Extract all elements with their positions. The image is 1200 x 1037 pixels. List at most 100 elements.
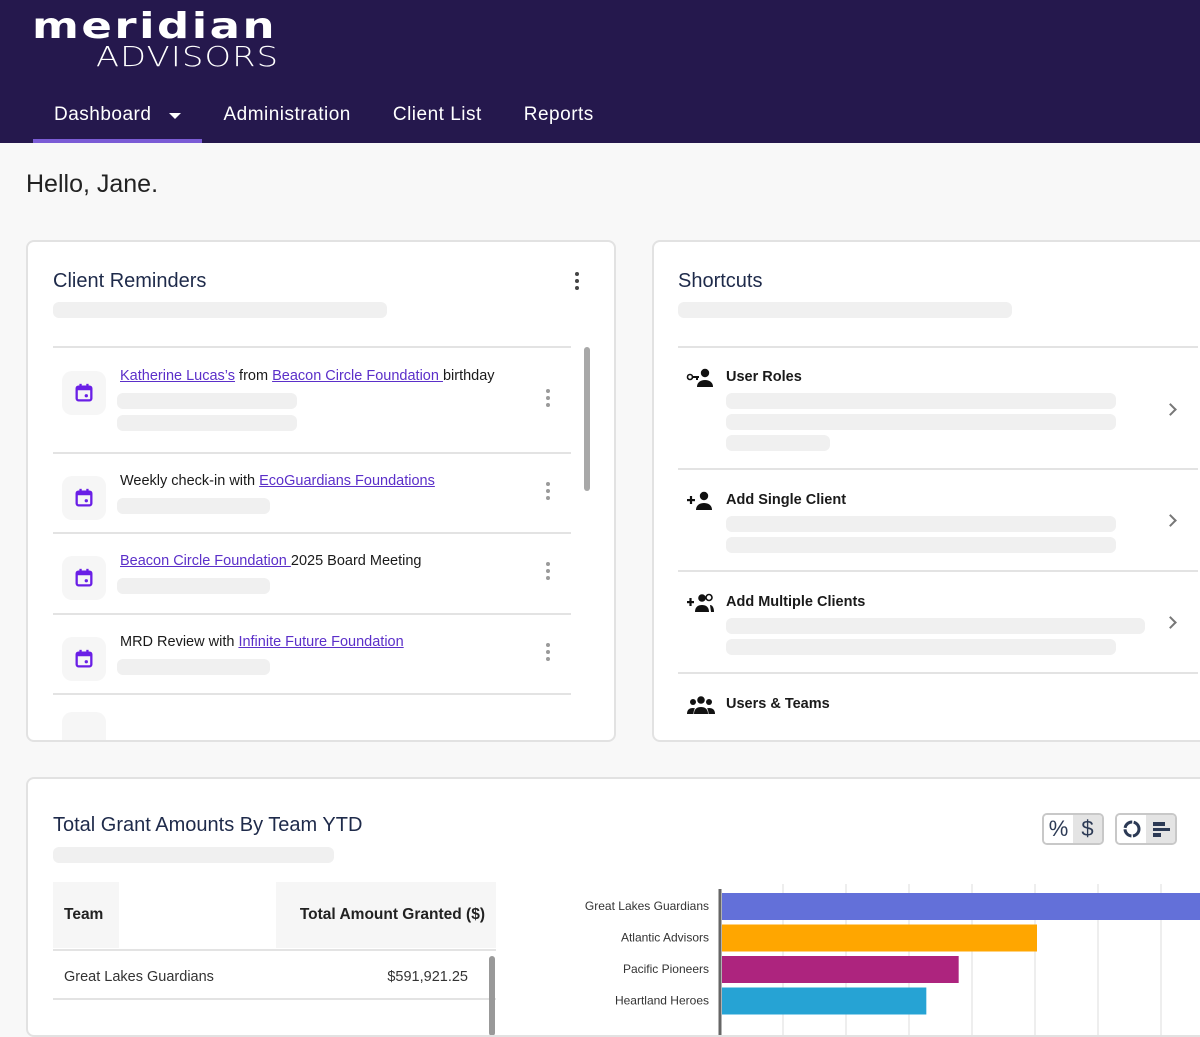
grant-bar-chart: Great Lakes Guardians Atlantic Advisors Pa…	[585, 884, 1200, 1035]
divider	[53, 532, 571, 534]
category-label: Pacific Pioneers	[623, 962, 709, 976]
reminder-link[interactable]: Beacon Circle Foundation	[272, 368, 443, 384]
bar-atlantic-advisors[interactable]	[722, 924, 1037, 952]
calendar-icon	[62, 371, 106, 415]
category-label: Atlantic Advisors	[621, 931, 709, 945]
bar-great-lakes-guardians[interactable]	[722, 893, 1200, 920]
group-icon	[686, 695, 716, 715]
reminder-text-part: 2025 Board Meeting	[290, 553, 422, 569]
divider	[53, 998, 496, 1000]
card-title: Client Reminders	[53, 270, 207, 292]
reminder-options-icon[interactable]	[546, 482, 550, 500]
caret-down-icon[interactable]	[169, 113, 182, 119]
bar-chart-icon	[1152, 822, 1170, 837]
column-header-team[interactable]: Team	[53, 882, 119, 948]
shortcuts-card: Shortcuts User Roles Add Single Client Add…	[652, 240, 1200, 742]
divider	[53, 949, 496, 951]
reminder-options-icon[interactable]	[546, 562, 550, 580]
reminder-text-part: MRD Review with	[120, 634, 239, 650]
nav-label: Dashboard	[54, 104, 152, 125]
placeholder	[726, 618, 1145, 634]
bar-heartland-heroes[interactable]	[722, 987, 927, 1015]
grant-amounts-card: Total Grant Amounts By Team YTD % $ Team…	[26, 777, 1200, 1037]
nav-dashboard[interactable]: Dashboard	[33, 96, 203, 143]
divider	[678, 468, 1198, 470]
placeholder	[726, 639, 1116, 655]
table-scrollbar[interactable]	[489, 956, 495, 1035]
column-header-amount[interactable]: Total Amount Granted ($)	[276, 882, 496, 948]
more-options-icon[interactable]	[575, 272, 579, 290]
reminder-text-part: birthday	[442, 368, 495, 384]
app-header: meridian ADVISORS Dashboard Administrati…	[0, 0, 1200, 143]
shortcut-label: Users & Teams	[726, 696, 830, 712]
card-title: Total Grant Amounts By Team YTD	[53, 814, 363, 836]
logo-subtitle: ADVISORS	[96, 40, 280, 73]
greeting: Hello, Jane.	[26, 170, 159, 198]
nav-client-list[interactable]: Client List	[392, 104, 482, 125]
calendar-icon	[62, 556, 106, 600]
category-label: Great Lakes Guardians	[585, 899, 709, 913]
placeholder	[726, 393, 1116, 409]
shortcut-label: Add Multiple Clients	[726, 594, 866, 610]
reminder-options-icon[interactable]	[546, 389, 550, 407]
add-person-icon	[686, 491, 716, 511]
reminder-link[interactable]: Infinite Future Foundation	[238, 634, 404, 650]
chevron-right-icon[interactable]	[1164, 616, 1177, 629]
client-reminders-card: Client Reminders Katherine Lucas’s from …	[26, 240, 616, 742]
dollar-button[interactable]: $	[1073, 815, 1102, 843]
card-title: Shortcuts	[678, 270, 763, 292]
reminder-text: Beacon Circle Foundation 2025 Board Meet…	[120, 553, 421, 569]
reminder-link[interactable]: EcoGuardians Foundations	[259, 473, 435, 489]
reminder-text-part: from	[235, 368, 273, 384]
placeholder	[117, 415, 297, 431]
divider	[678, 672, 1198, 674]
shortcut-label: Add Single Client	[726, 492, 847, 508]
percent-button[interactable]: %	[1044, 815, 1073, 843]
calendar-icon	[62, 637, 106, 681]
table-cell-team: Great Lakes Guardians	[64, 969, 214, 985]
divider	[53, 346, 571, 348]
placeholder	[117, 393, 297, 409]
scrollbar[interactable]	[584, 347, 590, 491]
reminder-link[interactable]: Beacon Circle Foundation	[120, 553, 291, 569]
placeholder	[117, 498, 270, 514]
placeholder	[117, 578, 270, 594]
table-cell-amount: $591,921.25	[387, 969, 468, 985]
user-key-icon	[686, 368, 716, 388]
divider	[678, 346, 1198, 348]
placeholder	[726, 435, 830, 451]
unit-toggle: % $	[1042, 813, 1104, 845]
placeholder	[678, 302, 1012, 318]
reminder-text: MRD Review with Infinite Future Foundati…	[120, 634, 404, 650]
reminder-text-part: Weekly check-in with	[120, 473, 260, 489]
placeholder	[53, 302, 387, 318]
nav-administration[interactable]: Administration	[223, 104, 351, 125]
reminder-link[interactable]: Katherine Lucas’s	[120, 368, 236, 384]
nav-reports[interactable]: Reports	[523, 104, 594, 125]
bar-pacific-pioneers[interactable]	[722, 956, 959, 983]
bar-chart-button[interactable]	[1146, 815, 1175, 843]
chevron-right-icon[interactable]	[1164, 403, 1177, 416]
divider	[53, 613, 571, 615]
donut-chart-button[interactable]	[1117, 815, 1146, 843]
calendar-icon	[62, 712, 106, 740]
reminder-text: Weekly check-in with EcoGuardians Founda…	[120, 473, 435, 489]
add-group-icon	[686, 593, 716, 613]
placeholder	[53, 847, 334, 863]
placeholder	[726, 414, 1116, 430]
divider	[53, 693, 571, 695]
placeholder	[117, 659, 270, 675]
calendar-icon	[62, 476, 106, 520]
reminder-text: Katherine Lucas’s from Beacon Circle Fou…	[120, 368, 495, 384]
divider	[678, 570, 1198, 572]
chart-type-toggle	[1115, 813, 1177, 845]
chevron-right-icon[interactable]	[1164, 514, 1177, 527]
main-nav: Dashboard Administration Client List Rep…	[33, 96, 615, 143]
category-label: Heartland Heroes	[615, 994, 709, 1008]
logo: meridian	[32, 6, 278, 47]
placeholder	[726, 537, 1116, 553]
divider	[53, 452, 571, 454]
reminder-options-icon[interactable]	[546, 643, 550, 661]
shortcut-label: User Roles	[726, 369, 802, 385]
placeholder	[726, 516, 1116, 532]
